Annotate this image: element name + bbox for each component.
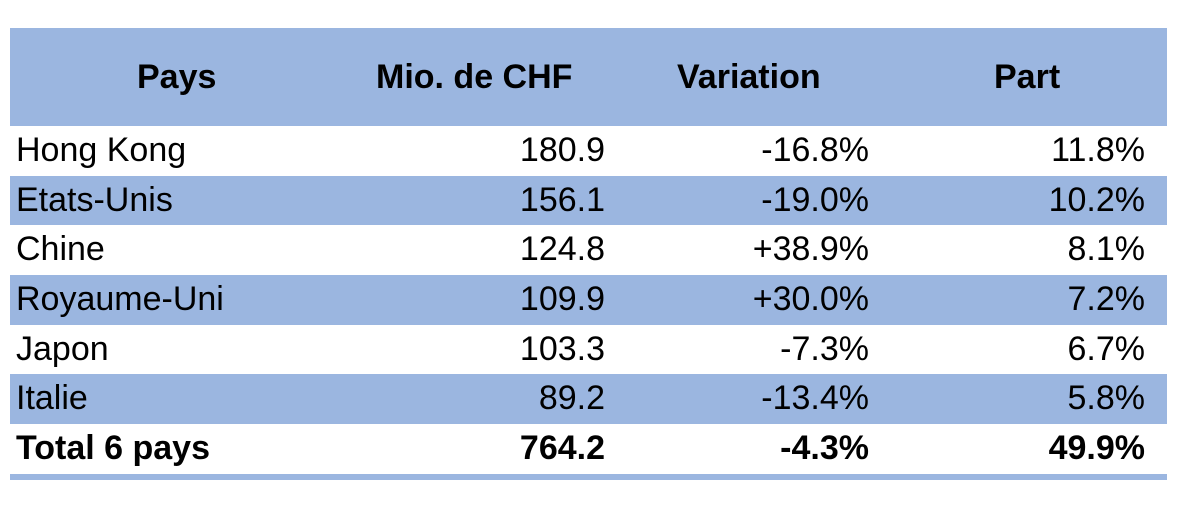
value-cell: 103.3 [519,329,605,368]
country-cell: Hong Kong [16,131,187,169]
total-variation: -4.3% [780,429,869,468]
share-cell: 5.8% [1067,379,1146,418]
header-mio-chf: Mio. de CHF [376,58,573,96]
country-cell: Etats-Unis [16,180,173,219]
country-cell: Royaume-Uni [16,280,224,319]
variation-cell: -16.8% [761,131,869,169]
value-cell: 109.9 [519,280,605,319]
table-row: Etats-Unis 156.1 -19.0% 10.2% [10,175,1167,226]
value-cell: 89.2 [538,379,605,418]
variation-cell: -19.0% [761,180,869,219]
table-row: Italie 89.2 -13.4% 5.8% [10,374,1167,425]
value-cell: 124.8 [519,230,605,269]
header-part: Part [994,58,1061,96]
total-row: Total 6 pays 764.2 -4.3% 49.9% [10,424,1167,474]
variation-cell: +38.9% [752,230,869,269]
total-label: Total 6 pays [16,429,210,468]
country-cell: Italie [16,379,88,418]
share-cell: 8.1% [1067,230,1146,269]
variation-cell: +30.0% [752,280,869,319]
value-cell: 156.1 [519,180,605,219]
country-cell: Chine [16,230,105,269]
table-bottom-border [10,473,1167,480]
table-row: Chine 124.8 +38.9% 8.1% [10,225,1167,276]
header-variation: Variation [677,58,821,96]
share-cell: 7.2% [1067,280,1146,319]
total-value: 764.2 [519,429,605,468]
share-cell: 6.7% [1067,329,1146,368]
share-cell: 11.8% [1051,131,1145,169]
table-row: Japon 103.3 -7.3% 6.7% [10,324,1167,375]
table-row: Royaume-Uni 109.9 +30.0% 7.2% [10,275,1167,325]
table-header: Pays Mio. de CHF Variation Part [10,28,1167,126]
share-cell: 10.2% [1048,180,1145,219]
header-pays: Pays [137,58,217,96]
country-cell: Japon [16,329,109,368]
export-table: Pays Mio. de CHF Variation Part Hong Kon… [10,28,1167,480]
variation-cell: -7.3% [780,329,869,368]
table-row: Hong Kong 180.9 -16.8% 11.8% [10,126,1167,176]
variation-cell: -13.4% [761,379,869,418]
total-share: 49.9% [1048,429,1145,468]
value-cell: 180.9 [519,131,605,169]
